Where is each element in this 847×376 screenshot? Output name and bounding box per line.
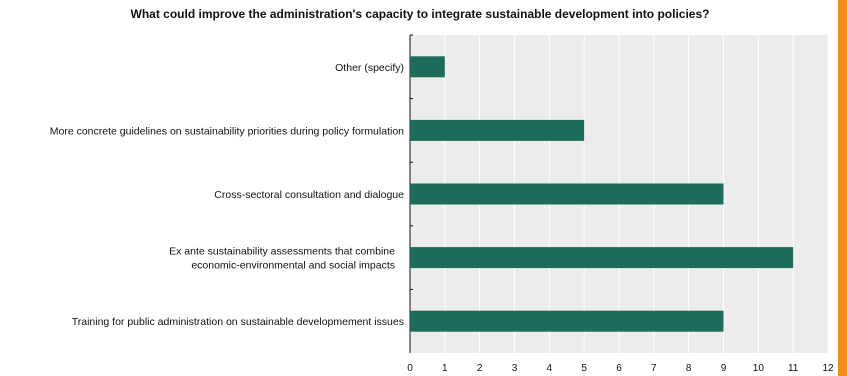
x-tick-label: 10	[753, 363, 765, 374]
category-label: Other (specify)	[335, 62, 404, 74]
accent-bar	[838, 0, 847, 376]
x-tick-label: 5	[581, 363, 587, 374]
x-tick-label: 0	[407, 363, 413, 374]
x-tick-label: 9	[721, 363, 727, 374]
x-tick-label: 7	[651, 363, 657, 374]
category-label: economic-environmental and social impact…	[191, 260, 395, 272]
x-tick-label: 4	[547, 363, 553, 374]
bar	[410, 119, 585, 141]
category-label: Ex ante sustainability assessments that …	[169, 246, 395, 258]
x-tick-label: 8	[686, 363, 692, 374]
bar	[410, 310, 724, 332]
category-labels: Other (specify) More concrete guidelines …	[50, 62, 404, 328]
bar	[410, 56, 445, 78]
category-label: More concrete guidelines on sustainabili…	[50, 125, 404, 137]
category-label: Training for public administration on su…	[72, 316, 404, 328]
x-tick-label: 12	[822, 363, 834, 374]
bar	[410, 247, 794, 269]
chart-title: What could improve the administration's …	[131, 7, 710, 21]
x-tick-label: 11	[788, 363, 799, 374]
x-tick-label: 1	[442, 363, 448, 374]
x-tick-label: 6	[616, 363, 622, 374]
bar	[410, 183, 724, 205]
category-label: Cross-sectoral consultation and dialogue	[214, 189, 404, 201]
bars	[410, 34, 794, 332]
x-tick-label: 2	[477, 363, 483, 374]
x-axis-ticks: 0 1 2 3 4 5 6 7 8 9 10 11 12	[407, 363, 834, 374]
x-tick-label: 3	[512, 363, 518, 374]
